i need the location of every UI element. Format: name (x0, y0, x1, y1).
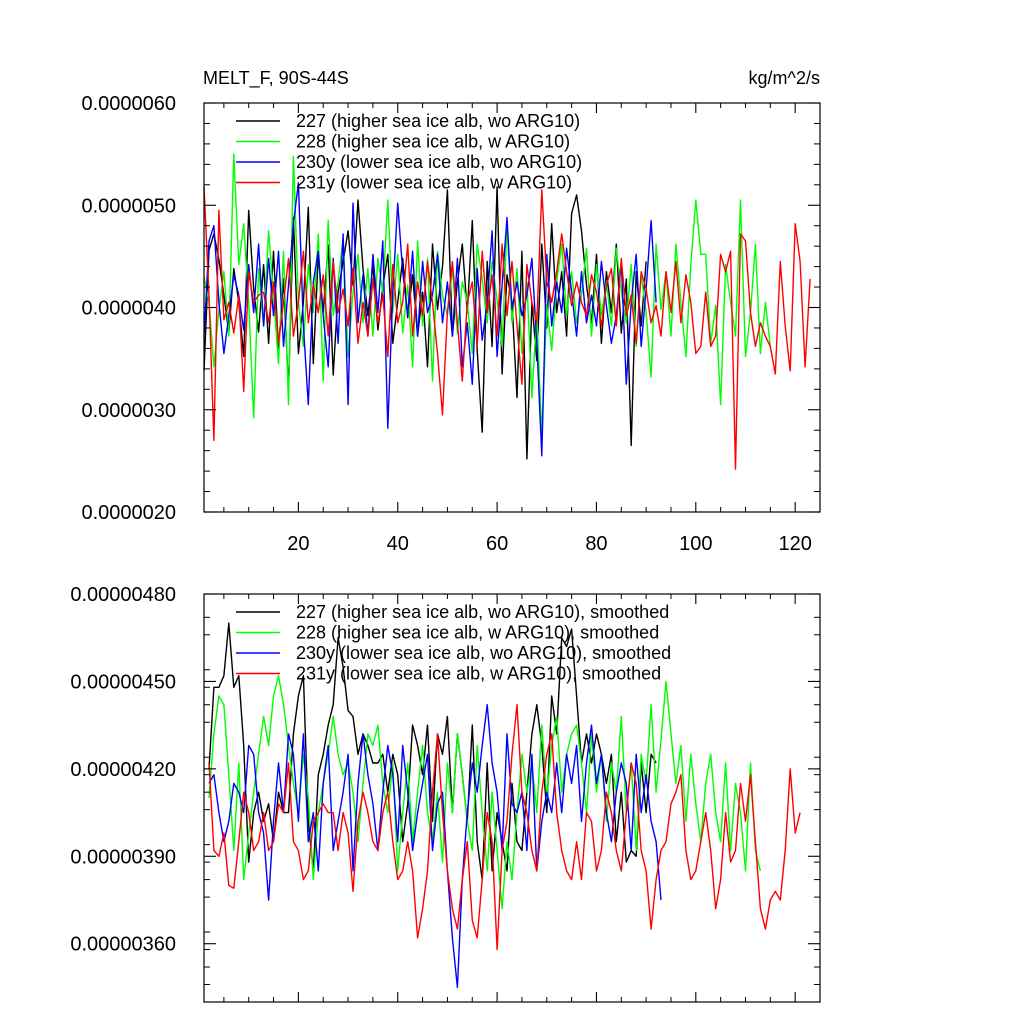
y-tick-label: 0.00000390 (70, 846, 176, 868)
series-line-1-2 (208, 704, 662, 989)
legend-label: 231y (lower sea ice alb, w ARG10) (296, 173, 572, 193)
chart-title: MELT_F, 90S-44S (203, 68, 349, 89)
legend-label: 230y (lower sea ice alb, wo ARG10) (296, 152, 582, 172)
series-line-1-1 (208, 674, 762, 910)
legend-label: 231y (lower sea ice alb, w ARG10), smoot… (296, 664, 661, 684)
legend-label: 228 (higher sea ice alb, w ARG10) (296, 132, 570, 152)
x-tick-label: 60 (486, 533, 508, 555)
y-tick-label: 0.0000060 (81, 93, 176, 115)
y-tick-label: 0.0000020 (81, 502, 176, 524)
units-label: kg/m^2/s (749, 68, 820, 88)
y-tick-label: 0.0000030 (81, 400, 176, 422)
bottom-chart-panel: 0.00000360 0.00000390 0.00000420 0.00000450… (70, 584, 821, 1003)
plot-frame (203, 593, 821, 1003)
series-line-1-3 (208, 704, 801, 951)
series-line-0-2 (203, 182, 657, 457)
legend-label: 228 (higher sea ice alb, w ARG10), smoot… (296, 623, 659, 643)
legend-label: 227 (higher sea ice alb, wo ARG10), smoo… (296, 602, 669, 622)
series-line-0-0 (203, 186, 647, 460)
x-tick-label: 100 (679, 533, 712, 555)
legend-label: 227 (higher sea ice alb, wo ARG10) (296, 111, 580, 131)
y-tick-label: 0.0000050 (81, 195, 176, 217)
y-tick-label: 0.00000480 (70, 584, 176, 606)
top-chart-panel: 20 40 60 80 100 120 0.0000020 0.0000030 0.000004… (81, 93, 821, 555)
y-tick-label: 0.00000420 (70, 759, 176, 781)
legend-label: 230y (lower sea ice alb, wo ARG10), smoo… (296, 643, 671, 663)
x-tick-label: 80 (585, 533, 607, 555)
y-tick-label: 0.00000450 (70, 671, 176, 693)
y-tick-label: 0.0000040 (81, 298, 176, 320)
series-line-0-3 (203, 186, 811, 470)
y-tick-label: 0.00000360 (70, 934, 176, 956)
x-tick-label: 120 (778, 533, 811, 555)
x-tick-label: 40 (387, 533, 409, 555)
x-tick-label: 20 (287, 533, 309, 555)
